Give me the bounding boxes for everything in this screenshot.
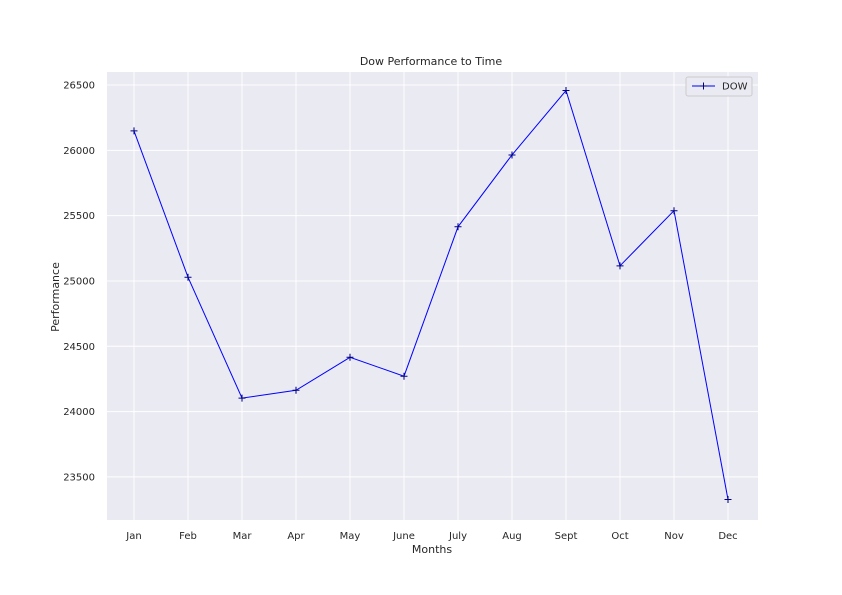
series-layer — [130, 87, 732, 503]
x-tick-label: May — [340, 531, 361, 542]
x-axis-ticks: Jan Feb Mar Apr May June July Aug Sept Oct Nov Dec — [125, 531, 737, 542]
x-tick-label: Apr — [287, 531, 305, 542]
x-tick-label: Feb — [179, 531, 197, 542]
data-point — [508, 151, 516, 159]
data-point — [238, 394, 246, 402]
data-point — [724, 495, 732, 503]
series-line-dow — [133, 89, 729, 500]
data-point — [670, 207, 678, 215]
y-tick-label: 24000 — [63, 407, 95, 418]
data-point — [292, 386, 300, 394]
data-point — [400, 372, 408, 380]
x-tick-label: Mar — [233, 531, 253, 542]
x-tick-label: Dec — [718, 531, 737, 542]
y-tick-label: 24500 — [63, 342, 95, 353]
x-tick-label: Sept — [555, 531, 578, 542]
legend-label: DOW — [722, 82, 748, 93]
y-tick-label: 25500 — [63, 211, 95, 222]
x-axis-label: Months — [412, 543, 452, 556]
legend-marker — [700, 82, 707, 90]
legend: DOW — [685, 76, 753, 97]
x-tick-label: Aug — [502, 531, 522, 542]
data-point — [130, 127, 138, 135]
x-tick-label: June — [392, 531, 415, 542]
data-point — [562, 87, 570, 95]
data-point — [616, 262, 624, 270]
y-tick-label: 26000 — [63, 146, 95, 157]
chart-title: Dow Performance to Time — [360, 55, 503, 68]
grid-lines — [107, 72, 758, 520]
x-tick-label: July — [448, 531, 467, 542]
x-tick-label: Jan — [125, 531, 141, 542]
y-tick-label: 23500 — [63, 472, 95, 483]
data-point — [346, 353, 354, 361]
legend-box — [685, 76, 753, 97]
data-point — [184, 273, 192, 281]
y-axis-ticks: 23500 24000 24500 25000 25500 26000 26500 — [63, 81, 95, 484]
x-tick-label: Oct — [611, 531, 628, 542]
y-tick-label: 25000 — [63, 276, 95, 287]
y-tick-label: 26500 — [63, 81, 95, 92]
x-tick-label: Nov — [664, 531, 684, 542]
y-axis-label: Performance — [49, 262, 62, 332]
data-point — [454, 223, 462, 231]
